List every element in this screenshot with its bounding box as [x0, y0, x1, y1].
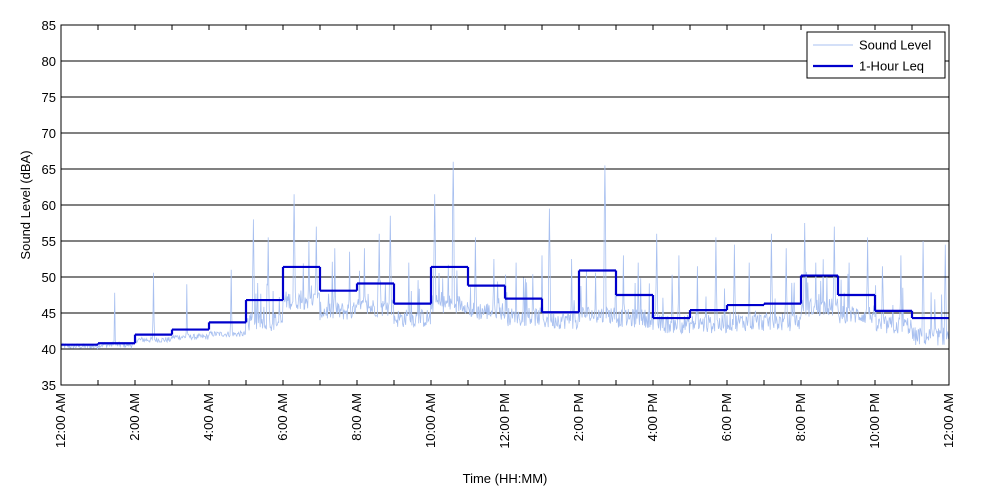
y-tick-label: 50: [42, 270, 56, 285]
y-tick-label: 65: [42, 162, 56, 177]
y-tick-label: 70: [42, 126, 56, 141]
x-axis-label: Time (HH:MM): [463, 471, 548, 486]
legend-label-1-hour-leq: 1-Hour Leq: [859, 59, 924, 74]
x-tick-label: 8:00 AM: [349, 393, 364, 441]
x-tick-label: 12:00 AM: [53, 393, 68, 448]
legend: Sound Level 1-Hour Leq: [806, 31, 946, 79]
y-axis-label: Sound Level (dBA): [18, 150, 33, 259]
y-tick-label: 80: [42, 54, 56, 69]
x-tick-label: 12:00 PM: [497, 393, 512, 449]
x-tick-label: 8:00 PM: [793, 393, 808, 441]
y-tick-label: 40: [42, 342, 56, 357]
x-tick-label: 6:00 PM: [719, 393, 734, 441]
y-tick-label: 60: [42, 198, 56, 213]
x-tick-label: 10:00 PM: [867, 393, 882, 449]
y-tick-label: 75: [42, 90, 56, 105]
legend-box: [806, 31, 946, 79]
y-tick-label: 85: [42, 18, 56, 33]
legend-label-sound-level: Sound Level: [859, 38, 931, 53]
x-tick-label: 2:00 AM: [127, 393, 142, 441]
y-tick-label: 55: [42, 234, 56, 249]
y-axis-ticks: 35 40 45 50 55 60 65 70 75 80 85: [42, 18, 949, 393]
series-1-hour-leq: [61, 265, 949, 346]
x-tick-label: 10:00 AM: [423, 393, 438, 448]
x-tick-label: 12:00 AM: [941, 393, 956, 448]
y-tick-label: 45: [42, 306, 56, 321]
x-axis-ticks: 12:00 AM 2:00 AM 4:00 AM 6:00 AM 8:00 AM 10:0…: [53, 25, 956, 449]
y-tick-label: 35: [42, 378, 56, 393]
x-tick-label: 6:00 AM: [275, 393, 290, 441]
x-tick-label: 4:00 PM: [645, 393, 660, 441]
sound-level-line: [60, 161, 950, 350]
x-tick-label: 4:00 AM: [201, 393, 216, 441]
x-tick-label: 2:00 PM: [571, 393, 586, 441]
series-sound-level: [60, 161, 950, 350]
